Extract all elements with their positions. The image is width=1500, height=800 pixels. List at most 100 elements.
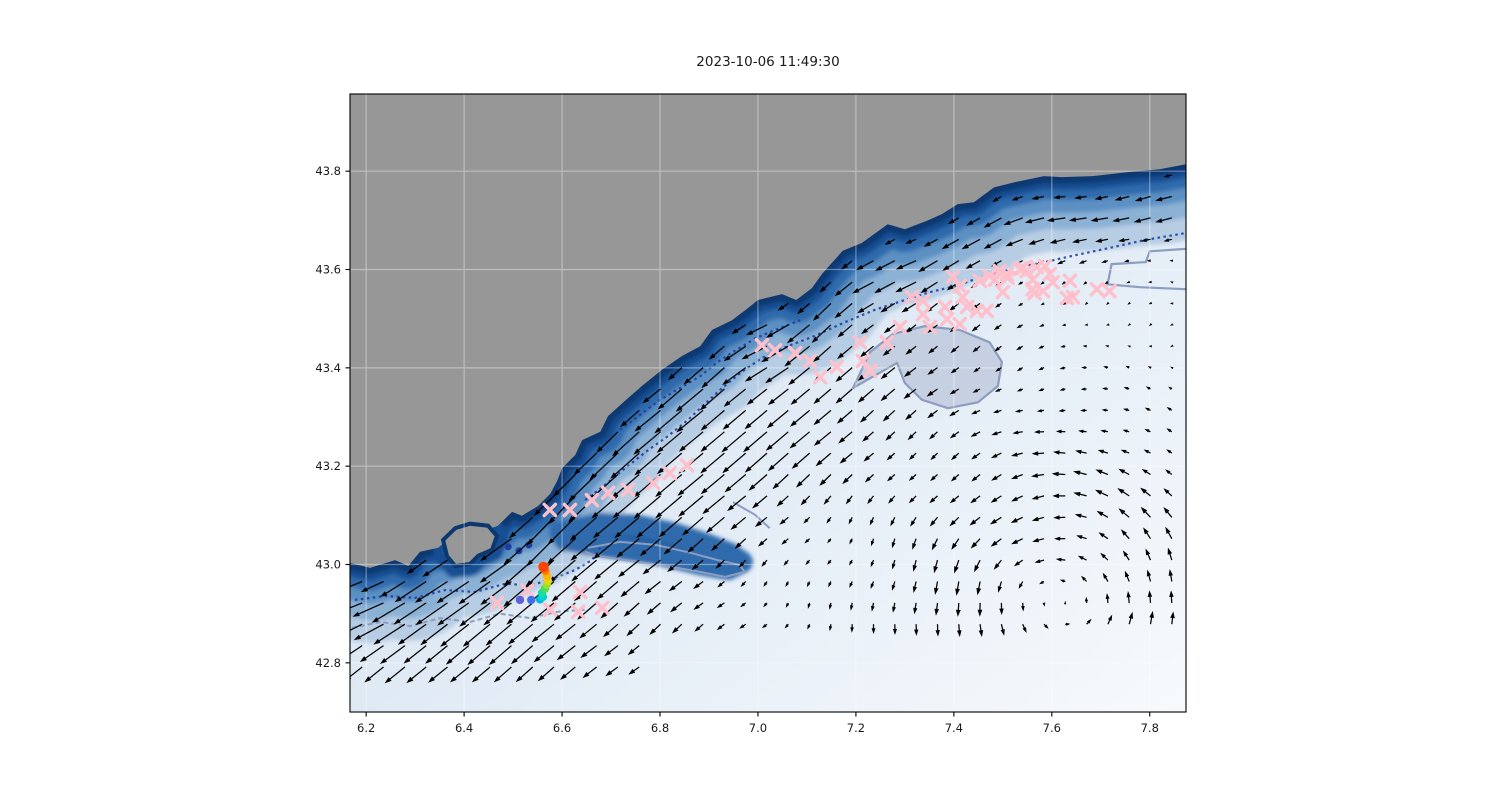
current-arrow	[1134, 195, 1151, 202]
current-arrow	[839, 452, 853, 464]
current-arrow	[1117, 488, 1130, 497]
current-arrow	[969, 516, 981, 526]
current-arrow	[1052, 493, 1066, 499]
x-tick-label: 7.8	[1141, 721, 1159, 735]
current-arrow	[738, 559, 747, 568]
current-arrow	[1053, 450, 1066, 455]
station-marker	[829, 359, 845, 375]
current-arrow	[699, 388, 725, 411]
current-arrow	[570, 538, 598, 561]
current-arrow	[649, 623, 661, 635]
current-arrow	[364, 666, 384, 683]
x-tick-label: 7.0	[749, 721, 767, 735]
y-tick-label: 43.4	[315, 361, 341, 375]
current-arrow	[746, 388, 768, 405]
current-arrow	[1106, 301, 1110, 306]
x-tick-label: 6.2	[357, 721, 375, 735]
current-arrow	[547, 516, 576, 545]
current-arrow	[459, 602, 491, 627]
current-arrow	[480, 581, 512, 605]
current-arrow	[908, 452, 917, 460]
current-arrow	[352, 602, 384, 617]
station-marker	[594, 600, 610, 616]
current-arrow	[827, 559, 832, 565]
current-arrow	[805, 559, 811, 566]
current-arrow	[730, 516, 747, 530]
current-arrow	[614, 516, 640, 539]
current-arrow	[789, 431, 811, 449]
current-arrow	[767, 452, 789, 472]
current-arrow	[871, 624, 876, 634]
current-arrow	[1031, 195, 1045, 200]
current-arrow	[1065, 622, 1071, 626]
current-arrow	[901, 302, 917, 313]
current-arrow	[724, 474, 747, 493]
current-arrow	[1016, 388, 1023, 392]
current-arrow	[1144, 407, 1151, 412]
current-arrow	[834, 302, 853, 319]
current-arrow	[994, 302, 1002, 308]
current-arrow	[702, 495, 725, 515]
current-arrow	[834, 281, 853, 297]
current-arrow	[437, 602, 470, 626]
current-arrow	[796, 474, 811, 488]
current-arrow	[914, 624, 919, 636]
current-arrow	[931, 538, 939, 551]
current-arrow	[350, 602, 363, 609]
station-marker	[1045, 275, 1061, 290]
current-arrow	[923, 238, 938, 247]
current-arrow	[716, 623, 725, 631]
current-arrow	[589, 452, 619, 480]
current-arrow	[1040, 281, 1045, 285]
current-arrow	[776, 495, 789, 507]
current-arrow	[828, 602, 833, 610]
current-arrow	[972, 388, 981, 393]
current-arrow	[406, 559, 427, 574]
island	[440, 521, 500, 569]
current-arrow	[957, 624, 962, 638]
current-arrow	[634, 452, 661, 476]
current-arrow	[1100, 429, 1109, 433]
current-arrow	[885, 431, 896, 441]
current-arrow	[870, 559, 875, 568]
current-arrow	[509, 516, 534, 539]
isobath-slate-south	[351, 608, 586, 629]
current-arrow	[1011, 538, 1023, 545]
station-marker	[519, 583, 535, 598]
current-arrow	[995, 367, 1002, 372]
current-arrow	[785, 602, 790, 608]
current-arrow	[927, 409, 938, 419]
current-arrow	[1090, 217, 1109, 222]
current-arrow	[626, 623, 640, 637]
current-arrow	[676, 409, 704, 433]
current-arrow	[373, 623, 406, 645]
current-arrow	[1096, 510, 1109, 518]
current-arrow	[1101, 408, 1108, 412]
current-arrow	[1060, 344, 1066, 348]
current-arrow	[1043, 623, 1049, 629]
current-arrow	[1057, 260, 1066, 265]
current-arrow	[1120, 449, 1130, 454]
current-arrow	[1034, 429, 1045, 434]
station-marker	[915, 293, 931, 309]
current-arrow	[954, 559, 960, 574]
depth-contour-navy	[619, 319, 801, 431]
current-arrow	[1095, 489, 1109, 497]
current-arrow	[994, 388, 1002, 392]
current-arrow	[955, 581, 960, 596]
current-arrow	[1086, 618, 1092, 625]
current-arrow	[1123, 408, 1130, 412]
current-arrow	[1104, 280, 1109, 285]
current-arrow	[949, 495, 960, 504]
station-marker	[754, 337, 770, 353]
current-arrow	[723, 345, 747, 362]
current-arrow	[951, 538, 960, 550]
current-arrow	[1143, 449, 1151, 454]
current-arrow	[993, 409, 1002, 414]
current-arrow	[1010, 516, 1023, 523]
current-arrow	[440, 623, 470, 647]
current-arrow	[777, 302, 789, 311]
current-arrow	[467, 645, 491, 666]
current-arrow	[663, 538, 683, 555]
station-marker	[852, 334, 868, 350]
